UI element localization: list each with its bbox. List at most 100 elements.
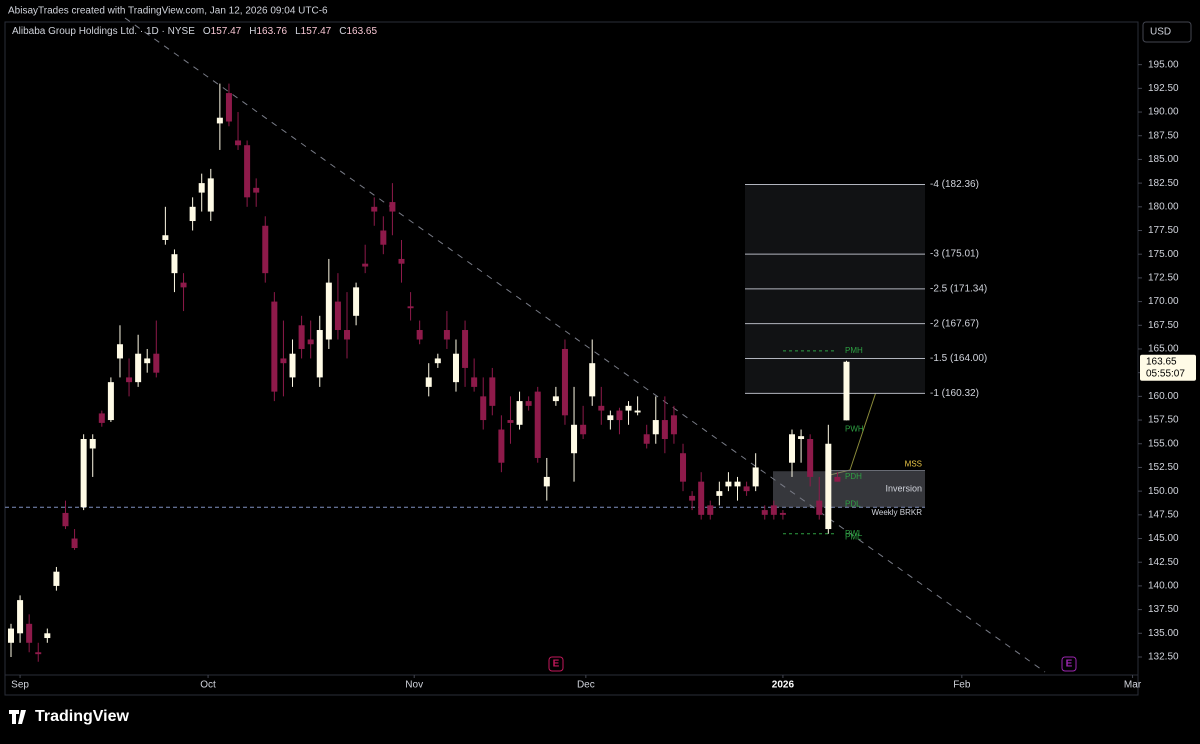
- candle-body: [207, 178, 214, 212]
- y-tick-label: 140.00: [1148, 581, 1179, 592]
- y-tick-label: 152.50: [1148, 462, 1179, 473]
- x-tick-label: Feb: [953, 680, 971, 691]
- candle-body: [689, 495, 696, 501]
- candle-body: [26, 623, 33, 643]
- fib-label: -4 (182.36): [930, 179, 979, 190]
- candle-body: [389, 202, 396, 212]
- y-tick-label: 182.50: [1148, 178, 1179, 189]
- candle-body: [171, 254, 178, 274]
- header-text: 157.47: [211, 26, 242, 37]
- candle-body: [17, 600, 24, 634]
- candle-body: [398, 258, 405, 264]
- candle-body: [643, 434, 650, 444]
- candle-body: [525, 401, 532, 406]
- fib-label: -2.5 (171.34): [930, 284, 987, 295]
- y-tick-label: 132.50: [1148, 652, 1179, 663]
- y-tick-label: 157.50: [1148, 415, 1179, 426]
- y-tick-label: 195.00: [1148, 59, 1179, 70]
- x-tick-label: Dec: [577, 680, 595, 691]
- candle-body: [116, 344, 123, 359]
- earnings[interactable]: E: [1061, 656, 1077, 672]
- x-tick-label: 2026: [772, 680, 795, 691]
- candle-body: [516, 401, 523, 425]
- candle-body: [480, 396, 487, 421]
- y-tick-label: 160.00: [1148, 391, 1179, 402]
- annotation: MSS: [905, 460, 922, 469]
- x-tick-label: Mar: [1124, 680, 1142, 691]
- candle-body: [98, 413, 105, 423]
- candle-body: [298, 325, 305, 349]
- candle-body: [471, 377, 478, 387]
- candle-body: [289, 353, 296, 378]
- candle-body: [325, 282, 332, 340]
- y-tick-label: 137.50: [1148, 604, 1179, 615]
- candle-body: [571, 424, 578, 454]
- candle-body: [162, 235, 169, 240]
- y-tick-label: 147.50: [1148, 509, 1179, 520]
- candle-body: [798, 436, 805, 440]
- candle-body: [607, 415, 614, 421]
- candle-body: [180, 282, 187, 288]
- svg-text:E: E: [1066, 659, 1073, 670]
- annotation: PWL: [845, 529, 863, 538]
- candle-body: [135, 353, 142, 383]
- header-text: C: [339, 26, 346, 37]
- candle-body: [198, 183, 205, 193]
- candle-body: [380, 230, 387, 245]
- brand[interactable]: TradingView: [35, 708, 130, 725]
- candle-body: [71, 538, 78, 549]
- candle-body: [616, 410, 623, 421]
- tv-logo[interactable]: TradingView: [9, 708, 130, 725]
- y-tick-label: 185.00: [1148, 154, 1179, 165]
- candle-body: [725, 481, 732, 487]
- price-tag: [1140, 354, 1196, 381]
- candle-body: [680, 453, 687, 482]
- y-tick-label: 142.50: [1148, 557, 1179, 568]
- candle-body: [107, 382, 114, 421]
- trendline: [124, 17, 1046, 673]
- svg-text:E: E: [553, 659, 560, 670]
- candle-body: [35, 652, 42, 655]
- candle-body: [262, 225, 269, 274]
- candle-body: [44, 633, 51, 639]
- candle-body: [534, 391, 541, 458]
- header-text: Alibaba Group Holdings Ltd. · 1D · NYSE: [12, 26, 195, 37]
- candle-body: [344, 330, 351, 340]
- header-text: H: [249, 26, 256, 37]
- candle-body: [707, 505, 714, 515]
- candle-body: [816, 500, 823, 515]
- y-tick-label: 180.00: [1148, 201, 1179, 212]
- candle-body: [7, 628, 14, 643]
- candle-body: [89, 439, 96, 449]
- fib-label: -1.5 (164.00): [930, 353, 987, 364]
- y-tick-label: 165.00: [1148, 344, 1179, 355]
- candle-body: [543, 476, 550, 487]
- candle-body: [634, 410, 641, 413]
- currency-button[interactable]: [1142, 21, 1192, 43]
- candle-body: [225, 93, 232, 122]
- candle-body: [743, 486, 750, 492]
- candle-body: [843, 361, 850, 421]
- candle-body: [362, 263, 369, 267]
- y-tick-label: 155.00: [1148, 438, 1179, 449]
- candle-body: [589, 363, 596, 397]
- earnings[interactable]: E: [548, 656, 564, 672]
- annotation: Weekly BRKR: [871, 508, 922, 517]
- candle-body: [489, 377, 496, 406]
- last-price: 163.65: [1146, 356, 1177, 367]
- candle-body: [507, 420, 514, 423]
- x-tick-label: Sep: [11, 680, 29, 691]
- currency[interactable]: USD: [1150, 27, 1171, 38]
- symbol-info: Alibaba Group Holdings Ltd. · 1D · NYSE O…: [12, 26, 377, 37]
- candle-body: [80, 439, 87, 508]
- candle-body: [416, 330, 423, 340]
- candle-body: [752, 467, 759, 487]
- candle-body: [652, 420, 659, 435]
- y-tick-label: 192.50: [1148, 83, 1179, 94]
- y-tick-label: 175.00: [1148, 249, 1179, 260]
- candle-body: [434, 358, 441, 364]
- annotation: PDL: [845, 500, 861, 509]
- candle-body: [552, 396, 559, 402]
- countdown: 05:55:07: [1146, 368, 1185, 379]
